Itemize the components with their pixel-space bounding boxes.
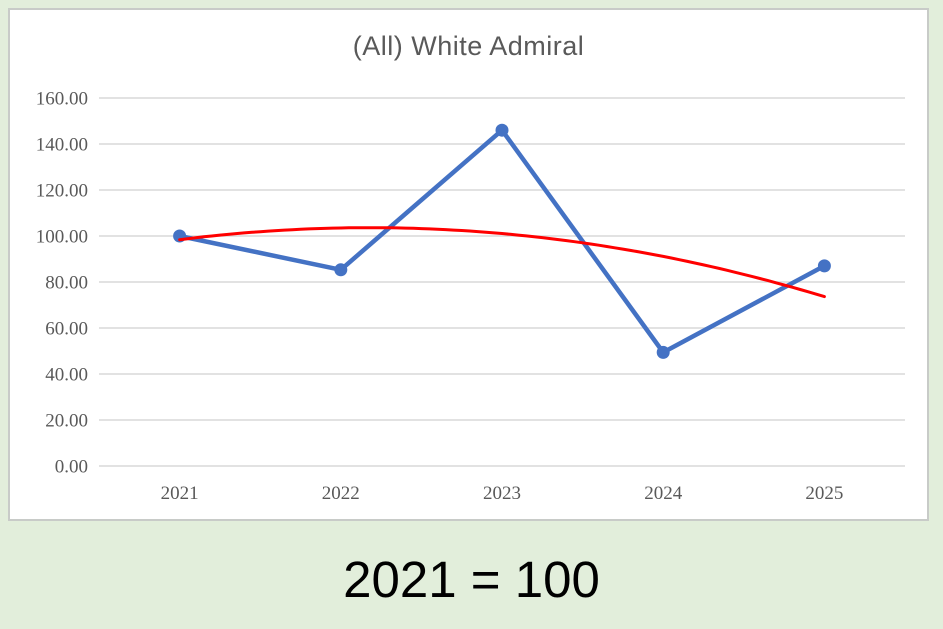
x-axis-tick-label: 2024 <box>644 483 683 504</box>
x-axis-tick-label: 2023 <box>483 483 521 504</box>
y-axis-tick-label: 60.00 <box>45 319 88 340</box>
chart-panel[interactable]: (All) White Admiral 0.00 20.00 40.00 60.00 8… <box>8 8 929 521</box>
x-axis-tick-label: 2022 <box>322 483 360 504</box>
trendline <box>178 226 826 299</box>
data-point-marker <box>656 345 670 359</box>
data-point-marker <box>817 259 831 273</box>
series-line <box>177 127 827 355</box>
y-axis-tick-label: 120.00 <box>36 181 88 202</box>
index-base-caption: 2021 = 100 <box>343 551 600 608</box>
x-axis-tick-label: 2025 <box>805 483 843 504</box>
y-axis-tick-label: 20.00 <box>45 411 88 432</box>
x-axis-tick-label: 2021 <box>161 483 199 504</box>
y-axis-tick-label: 140.00 <box>36 135 88 156</box>
y-axis-tick-label: 40.00 <box>45 365 88 386</box>
y-axis-tick-label: 0.00 <box>55 457 88 478</box>
chart-svg: 0.00 20.00 40.00 60.00 80.00 100.00 120.00 140.… <box>36 89 905 504</box>
y-axis-tick-label: 100.00 <box>36 227 88 248</box>
chart-title: (All) White Admiral <box>352 31 585 61</box>
data-point-marker <box>334 263 348 277</box>
y-axis-tick-label: 80.00 <box>45 273 88 294</box>
y-axis-tick-label: 160.00 <box>36 89 88 110</box>
data-point-marker <box>495 123 509 137</box>
